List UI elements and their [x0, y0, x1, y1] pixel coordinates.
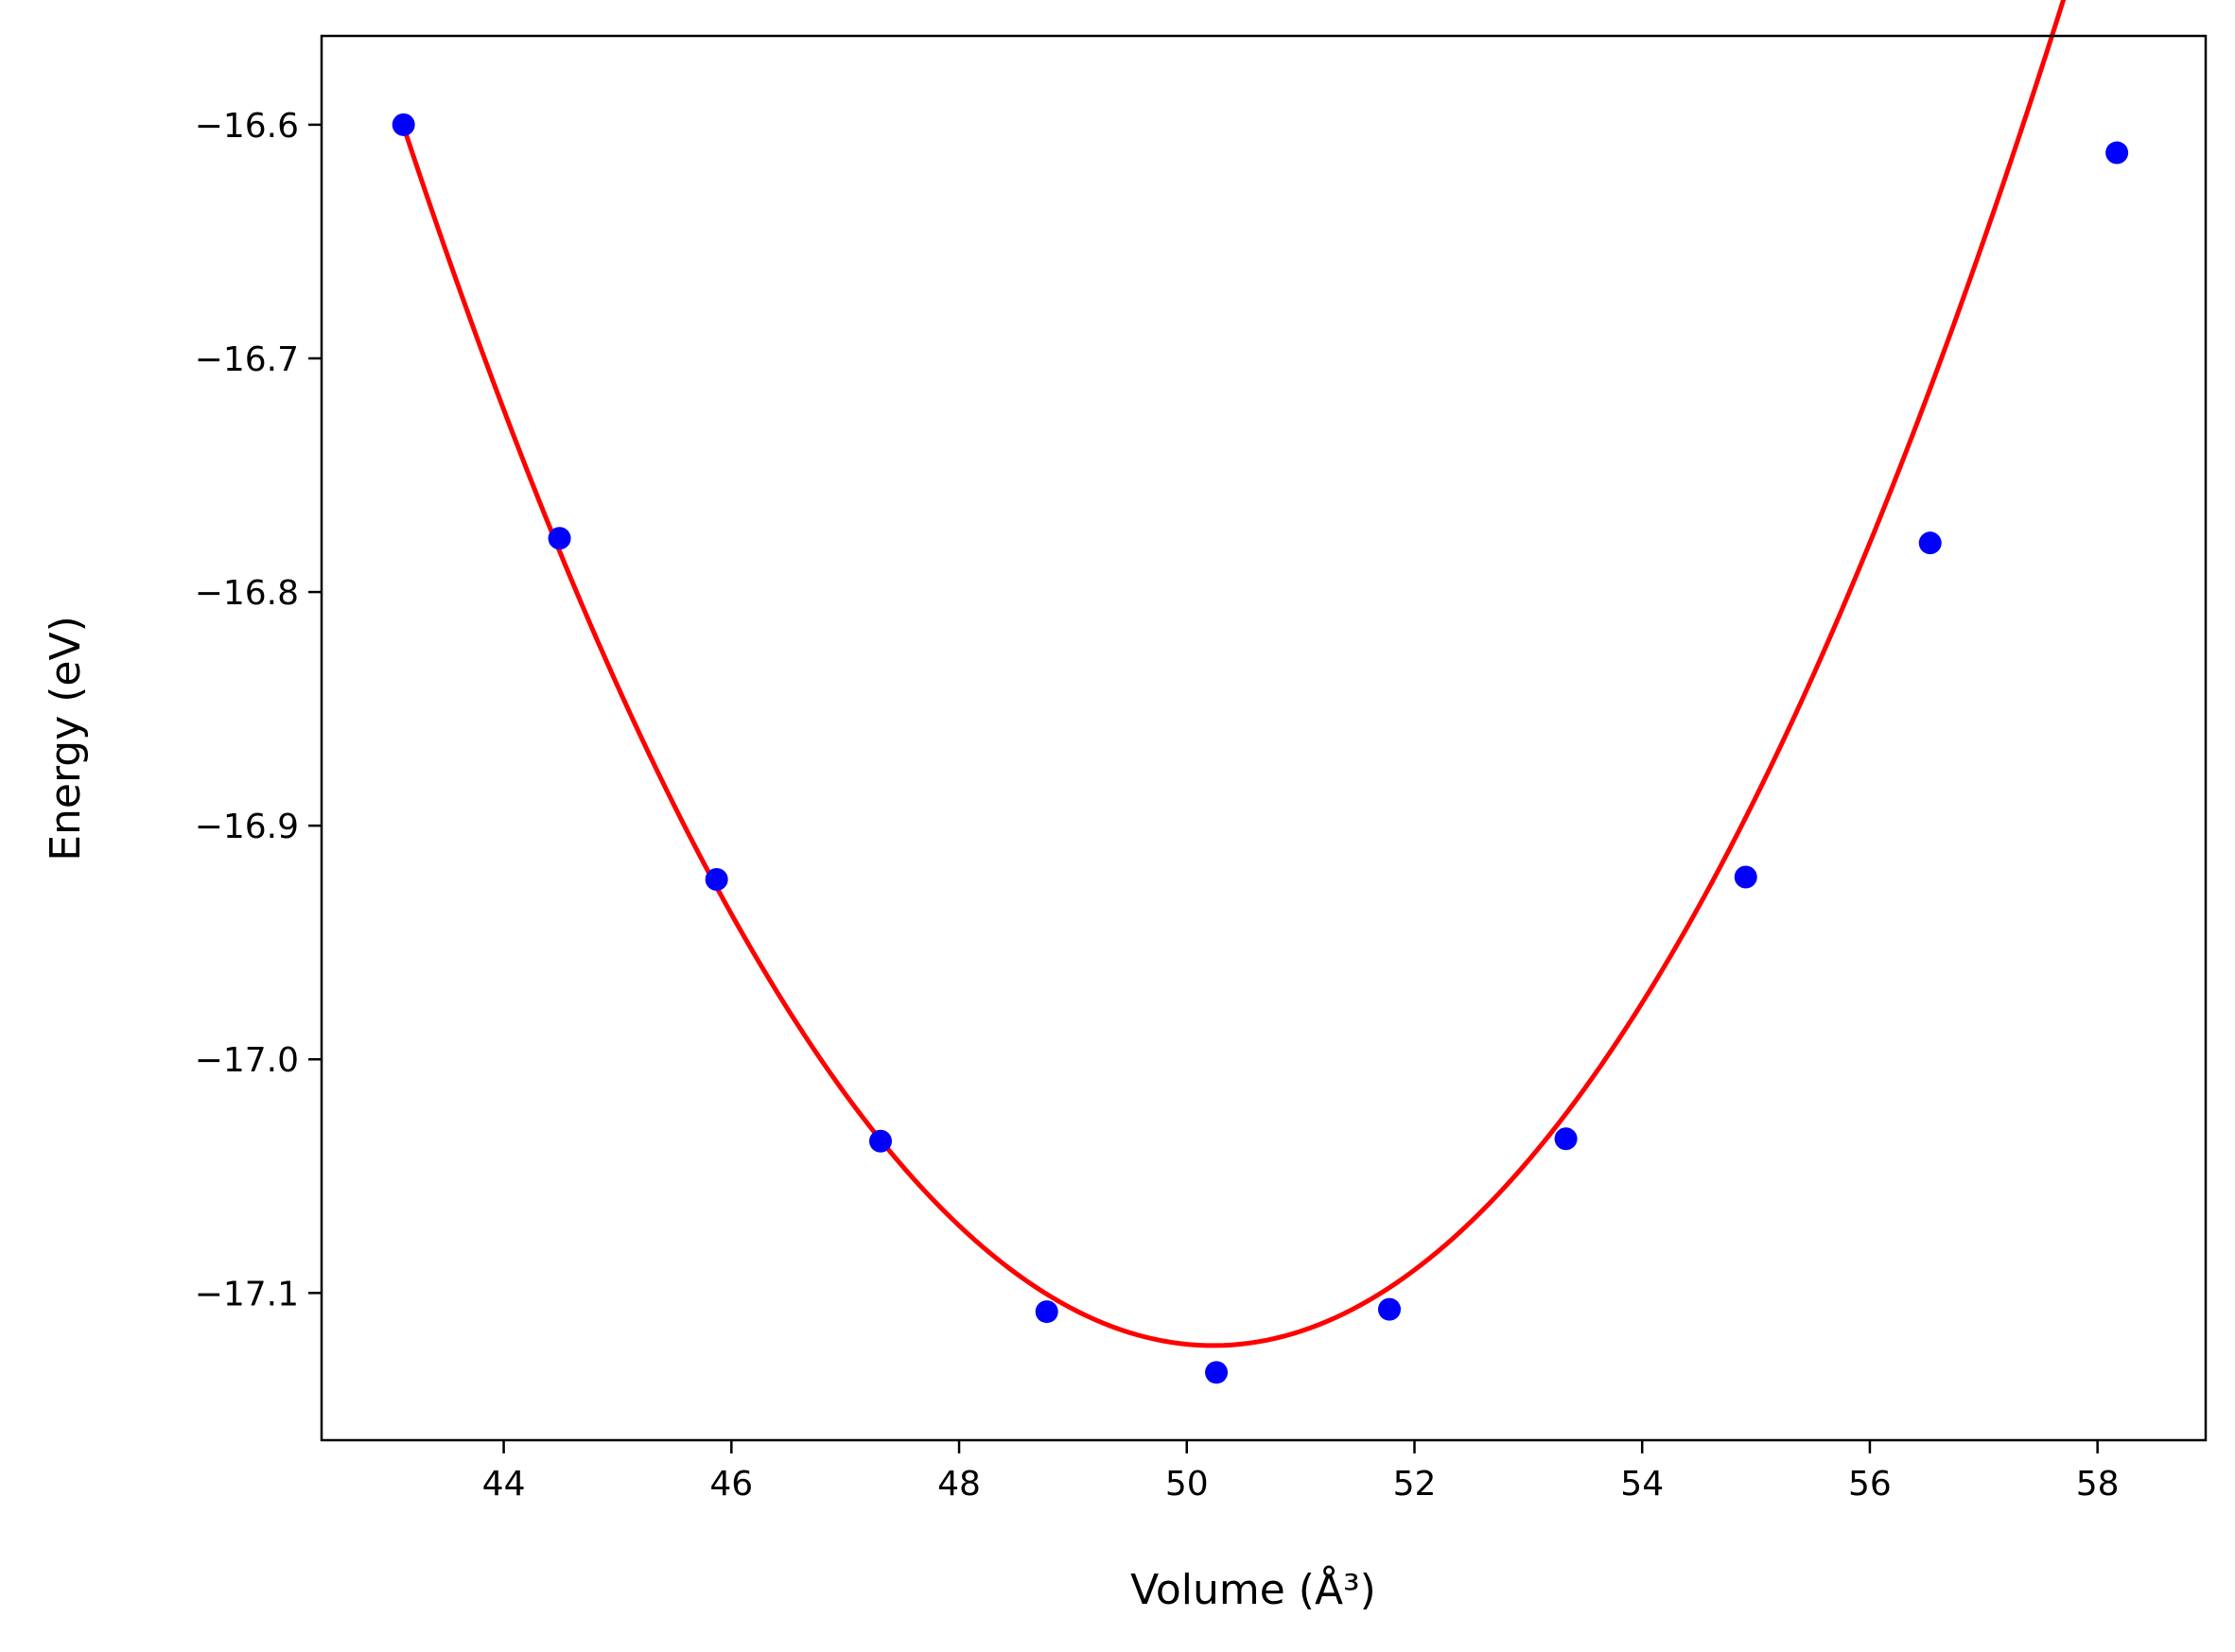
- data-point: [1918, 531, 1942, 555]
- y-tick-label: −16.7: [195, 340, 299, 379]
- data-point: [1554, 1127, 1578, 1151]
- y-axis-ticks: −16.6 −16.7 −16.8 −16.9 −17.0 −17.1: [195, 107, 322, 1313]
- y-tick-label: −17.0: [195, 1041, 299, 1080]
- x-axis-label: Volume (Å³): [1130, 1564, 1376, 1614]
- plot-content: [392, 0, 2129, 1384]
- y-tick-label: −16.6: [195, 107, 299, 146]
- data-point: [868, 1129, 892, 1153]
- data-point: [1205, 1361, 1229, 1384]
- y-tick-label: −16.9: [195, 808, 299, 846]
- x-tick-label: 50: [1165, 1465, 1209, 1504]
- fit-curve-line: [398, 0, 2067, 1348]
- x-axis-ticks: 44 46 48 50 52 54 56 58: [482, 1440, 2120, 1504]
- x-tick-label: 54: [1620, 1465, 1664, 1504]
- data-point: [392, 113, 415, 136]
- data-point: [705, 867, 728, 891]
- data-point: [548, 527, 571, 550]
- data-point: [2105, 141, 2129, 165]
- x-tick-label: 56: [1848, 1465, 1892, 1504]
- x-tick-label: 46: [709, 1465, 753, 1504]
- y-tick-label: −16.8: [195, 574, 299, 613]
- y-tick-label: −17.1: [195, 1275, 299, 1313]
- x-tick-label: 58: [2076, 1465, 2120, 1504]
- y-axis-label: Energy (eV): [42, 616, 90, 861]
- x-tick-label: 44: [482, 1465, 526, 1504]
- data-point: [1734, 865, 1757, 889]
- data-point: [1378, 1297, 1401, 1321]
- x-tick-label: 48: [937, 1465, 981, 1504]
- x-tick-label: 52: [1393, 1465, 1437, 1504]
- plot-frame: [320, 34, 2208, 1442]
- data-point: [1035, 1300, 1058, 1324]
